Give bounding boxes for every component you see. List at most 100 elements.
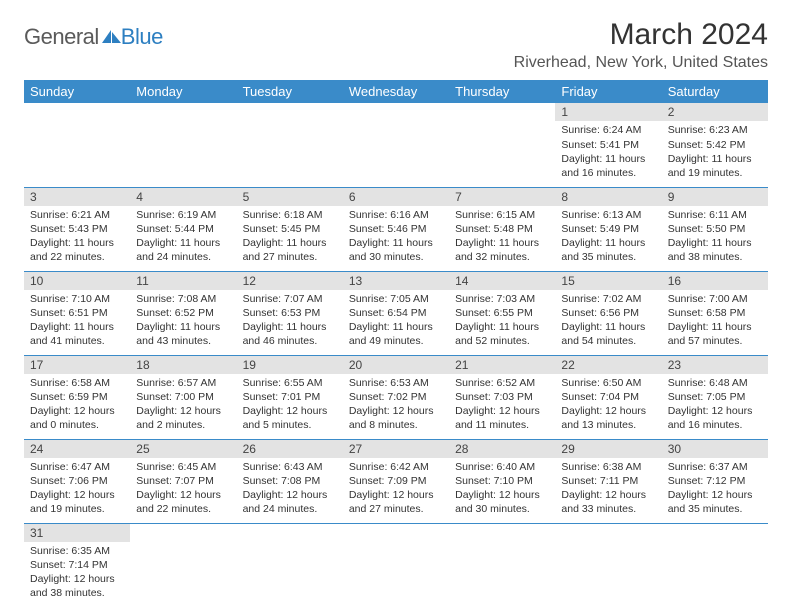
day-detail-line: Daylight: 11 hours [561,320,655,334]
weekday-header: Sunday [24,80,130,103]
day-detail-line: Sunrise: 6:43 AM [243,460,337,474]
calendar-day-cell [662,523,768,607]
day-number: 16 [662,272,768,290]
weekday-header-row: Sunday Monday Tuesday Wednesday Thursday… [24,80,768,103]
day-number: 13 [343,272,449,290]
day-detail: Sunrise: 6:23 AMSunset: 5:42 PMDaylight:… [662,121,768,184]
day-detail-line: Sunset: 6:59 PM [30,390,124,404]
day-detail-line: Sunrise: 6:45 AM [136,460,230,474]
day-detail: Sunrise: 6:45 AMSunset: 7:07 PMDaylight:… [130,458,236,521]
day-detail: Sunrise: 6:38 AMSunset: 7:11 PMDaylight:… [555,458,661,521]
calendar-day-cell [24,103,130,187]
day-detail: Sunrise: 7:07 AMSunset: 6:53 PMDaylight:… [237,290,343,353]
day-detail: Sunrise: 6:15 AMSunset: 5:48 PMDaylight:… [449,206,555,269]
weekday-header: Saturday [662,80,768,103]
day-number [237,103,343,121]
day-number: 1 [555,103,661,121]
calendar-table: Sunday Monday Tuesday Wednesday Thursday… [24,80,768,607]
day-detail: Sunrise: 6:37 AMSunset: 7:12 PMDaylight:… [662,458,768,521]
day-detail-line: Sunrise: 6:52 AM [455,376,549,390]
day-detail: Sunrise: 6:58 AMSunset: 6:59 PMDaylight:… [24,374,130,437]
logo: General Blue [24,24,163,50]
day-detail-line: Sunset: 6:55 PM [455,306,549,320]
logo-sail-icon [101,29,123,45]
day-detail-line: Sunrise: 7:00 AM [668,292,762,306]
calendar-day-cell [449,523,555,607]
day-number: 12 [237,272,343,290]
day-detail-line: and 16 minutes. [668,418,762,432]
day-number: 29 [555,440,661,458]
calendar-day-cell: 15Sunrise: 7:02 AMSunset: 6:56 PMDayligh… [555,271,661,355]
day-detail-line: and 52 minutes. [455,334,549,348]
day-detail: Sunrise: 6:13 AMSunset: 5:49 PMDaylight:… [555,206,661,269]
day-number [343,103,449,121]
calendar-day-cell: 26Sunrise: 6:43 AMSunset: 7:08 PMDayligh… [237,439,343,523]
header: General Blue March 2024 Riverhead, New Y… [24,18,768,72]
day-detail-line: Sunset: 7:03 PM [455,390,549,404]
day-detail-line: and 8 minutes. [349,418,443,432]
calendar-day-cell [237,103,343,187]
day-detail-line: Daylight: 11 hours [349,320,443,334]
day-detail-line: Daylight: 11 hours [668,152,762,166]
day-detail-line: and 16 minutes. [561,166,655,180]
day-detail-line: Daylight: 12 hours [243,404,337,418]
day-number: 8 [555,188,661,206]
day-detail: Sunrise: 6:18 AMSunset: 5:45 PMDaylight:… [237,206,343,269]
calendar-day-cell: 13Sunrise: 7:05 AMSunset: 6:54 PMDayligh… [343,271,449,355]
day-detail-line: Sunset: 5:50 PM [668,222,762,236]
day-detail: Sunrise: 6:35 AMSunset: 7:14 PMDaylight:… [24,542,130,605]
day-number: 23 [662,356,768,374]
day-detail-line: and 54 minutes. [561,334,655,348]
calendar-body: 1Sunrise: 6:24 AMSunset: 5:41 PMDaylight… [24,103,768,607]
location: Riverhead, New York, United States [514,54,768,72]
day-detail-line: and 24 minutes. [243,502,337,516]
weekday-header: Friday [555,80,661,103]
day-detail-line: and 22 minutes. [30,250,124,264]
calendar-day-cell: 8Sunrise: 6:13 AMSunset: 5:49 PMDaylight… [555,187,661,271]
day-number: 4 [130,188,236,206]
day-detail-line: and 11 minutes. [455,418,549,432]
day-number: 28 [449,440,555,458]
day-number: 3 [24,188,130,206]
day-detail-line: Sunrise: 6:57 AM [136,376,230,390]
calendar-day-cell: 21Sunrise: 6:52 AMSunset: 7:03 PMDayligh… [449,355,555,439]
day-detail: Sunrise: 6:47 AMSunset: 7:06 PMDaylight:… [24,458,130,521]
day-detail-line: Sunset: 7:01 PM [243,390,337,404]
day-detail-line: Daylight: 11 hours [455,320,549,334]
day-detail-line: Sunset: 7:06 PM [30,474,124,488]
calendar-day-cell [343,523,449,607]
day-detail-line: Sunset: 6:58 PM [668,306,762,320]
day-detail-line: and 5 minutes. [243,418,337,432]
day-detail-line: and 32 minutes. [455,250,549,264]
title-block: March 2024 Riverhead, New York, United S… [514,18,768,72]
day-detail-line: and 46 minutes. [243,334,337,348]
day-detail-line: Sunset: 6:53 PM [243,306,337,320]
day-number: 17 [24,356,130,374]
day-detail-line: and 30 minutes. [455,502,549,516]
day-detail-line: Sunrise: 6:38 AM [561,460,655,474]
weekday-header: Monday [130,80,236,103]
day-detail-line: Sunset: 7:08 PM [243,474,337,488]
day-detail-line: Sunset: 5:45 PM [243,222,337,236]
calendar-day-cell: 16Sunrise: 7:00 AMSunset: 6:58 PMDayligh… [662,271,768,355]
day-detail-line: Sunrise: 6:24 AM [561,123,655,137]
day-number [449,103,555,121]
day-number [237,524,343,542]
day-detail-line: and 27 minutes. [349,502,443,516]
day-detail-line: Daylight: 12 hours [668,488,762,502]
day-detail-line: Sunrise: 6:23 AM [668,123,762,137]
day-detail-line: and 24 minutes. [136,250,230,264]
day-detail-line: Sunset: 7:11 PM [561,474,655,488]
day-number: 30 [662,440,768,458]
calendar-week-row: 31Sunrise: 6:35 AMSunset: 7:14 PMDayligh… [24,523,768,607]
calendar-day-cell [130,523,236,607]
day-detail-line: Sunrise: 6:16 AM [349,208,443,222]
day-detail-line: Daylight: 11 hours [30,236,124,250]
calendar-day-cell: 2Sunrise: 6:23 AMSunset: 5:42 PMDaylight… [662,103,768,187]
day-detail-line: Sunset: 5:49 PM [561,222,655,236]
calendar-day-cell: 4Sunrise: 6:19 AMSunset: 5:44 PMDaylight… [130,187,236,271]
day-detail-line: Daylight: 12 hours [30,572,124,586]
day-detail-line: Sunrise: 7:05 AM [349,292,443,306]
day-detail-line: Sunrise: 6:55 AM [243,376,337,390]
day-number: 2 [662,103,768,121]
